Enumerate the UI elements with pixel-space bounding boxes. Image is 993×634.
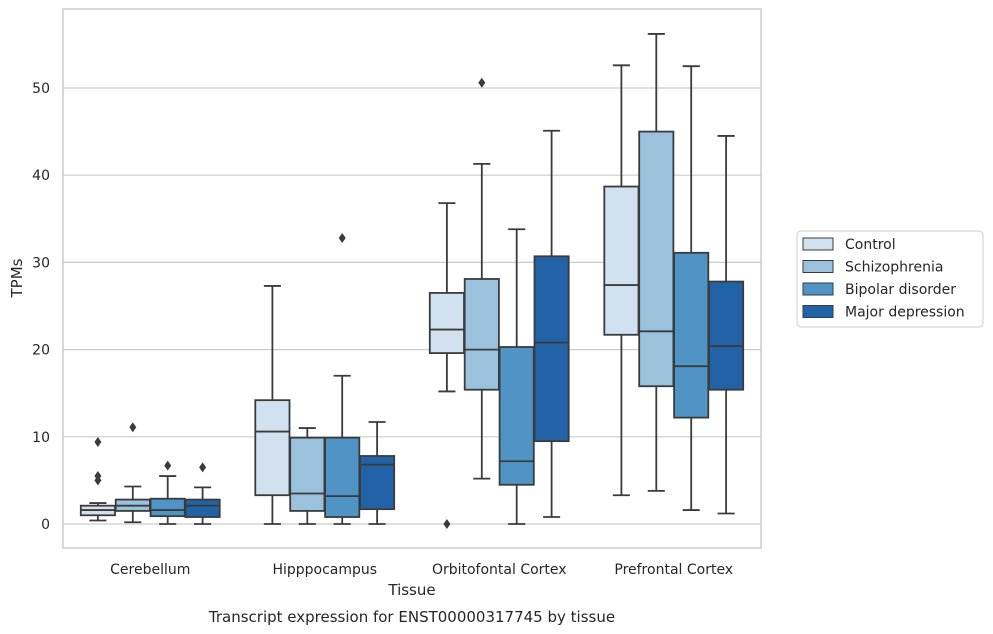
legend-frame xyxy=(796,230,984,328)
box-iqr xyxy=(498,346,535,486)
outlier-0 xyxy=(129,422,137,433)
box-3-0 xyxy=(603,64,640,497)
legend-label-1: Schizophrenia xyxy=(845,260,943,276)
legend-label-2: Bipolar disorder xyxy=(845,282,956,298)
outlier-0 xyxy=(338,232,346,243)
box-1-0 xyxy=(254,285,291,525)
boxes xyxy=(79,33,745,529)
outlier-1 xyxy=(94,471,102,482)
outlier-2 xyxy=(94,437,102,448)
outlier-0 xyxy=(478,77,486,88)
box-0-2 xyxy=(149,460,186,525)
box-1-3 xyxy=(359,421,396,525)
legend: Control Schizophrenia Bipolar disorder Majo… xyxy=(796,230,984,328)
box-iqr xyxy=(603,185,640,336)
box-iqr xyxy=(149,497,186,518)
gridlines xyxy=(63,87,761,525)
box-iqr xyxy=(254,399,291,497)
y-tick-labels: 0 10 20 30 40 50 xyxy=(32,81,50,533)
chart-caption: Transcript expression for ENST0000031774… xyxy=(208,608,615,626)
box-3-3 xyxy=(708,135,745,515)
box-iqr xyxy=(324,436,361,518)
box-2-3 xyxy=(533,129,570,518)
box-2-1 xyxy=(463,77,500,480)
outlier-0 xyxy=(199,462,207,473)
y-tick-label-50: 50 xyxy=(32,81,50,97)
box-iqr xyxy=(463,278,500,391)
legend-label-3: Major depression xyxy=(845,305,965,321)
x-tick-label-1: Hipppocampus xyxy=(272,562,377,578)
box-1-2 xyxy=(324,232,361,525)
box-iqr xyxy=(289,436,326,512)
box-iqr xyxy=(533,255,570,443)
box-iqr xyxy=(428,292,465,354)
x-tick-label-0: Cerebellum xyxy=(110,562,190,578)
y-tick-label-30: 30 xyxy=(32,255,50,271)
box-0-1 xyxy=(114,422,151,524)
box-1-1 xyxy=(289,427,326,525)
legend-swatch-3 xyxy=(802,305,834,318)
y-tick-label-40: 40 xyxy=(32,168,50,184)
legend-label-0: Control xyxy=(845,237,896,253)
box-iqr xyxy=(708,280,745,391)
y-tick-label-20: 20 xyxy=(32,343,50,359)
box-3-1 xyxy=(638,33,675,492)
legend-swatch-0 xyxy=(802,237,834,251)
box-0-0 xyxy=(79,437,116,522)
box-iqr xyxy=(673,251,710,419)
legend-swatch-2 xyxy=(802,282,834,296)
box-0-3 xyxy=(184,462,221,525)
x-axis-title: Tissue xyxy=(387,581,435,599)
y-axis-title: TPMs xyxy=(8,258,26,298)
box-3-2 xyxy=(673,65,710,511)
y-tick-label-10: 10 xyxy=(32,430,50,446)
box-iqr xyxy=(638,130,675,388)
plot-frame xyxy=(62,8,762,549)
x-tick-label-2: Orbitofontal Cortex xyxy=(432,562,567,578)
outlier-0 xyxy=(164,460,172,471)
box-iqr xyxy=(184,498,221,518)
outlier-0 xyxy=(443,519,451,529)
box-2-2 xyxy=(498,228,535,525)
y-tick-label-0: 0 xyxy=(41,517,50,533)
legend-swatch-1 xyxy=(802,260,834,273)
box-2-0 xyxy=(428,202,465,529)
x-tick-labels: Cerebellum Hipppocampus Orbitofontal Corte… xyxy=(110,562,733,578)
x-tick-label-3: Prefrontal Cortex xyxy=(614,562,733,578)
